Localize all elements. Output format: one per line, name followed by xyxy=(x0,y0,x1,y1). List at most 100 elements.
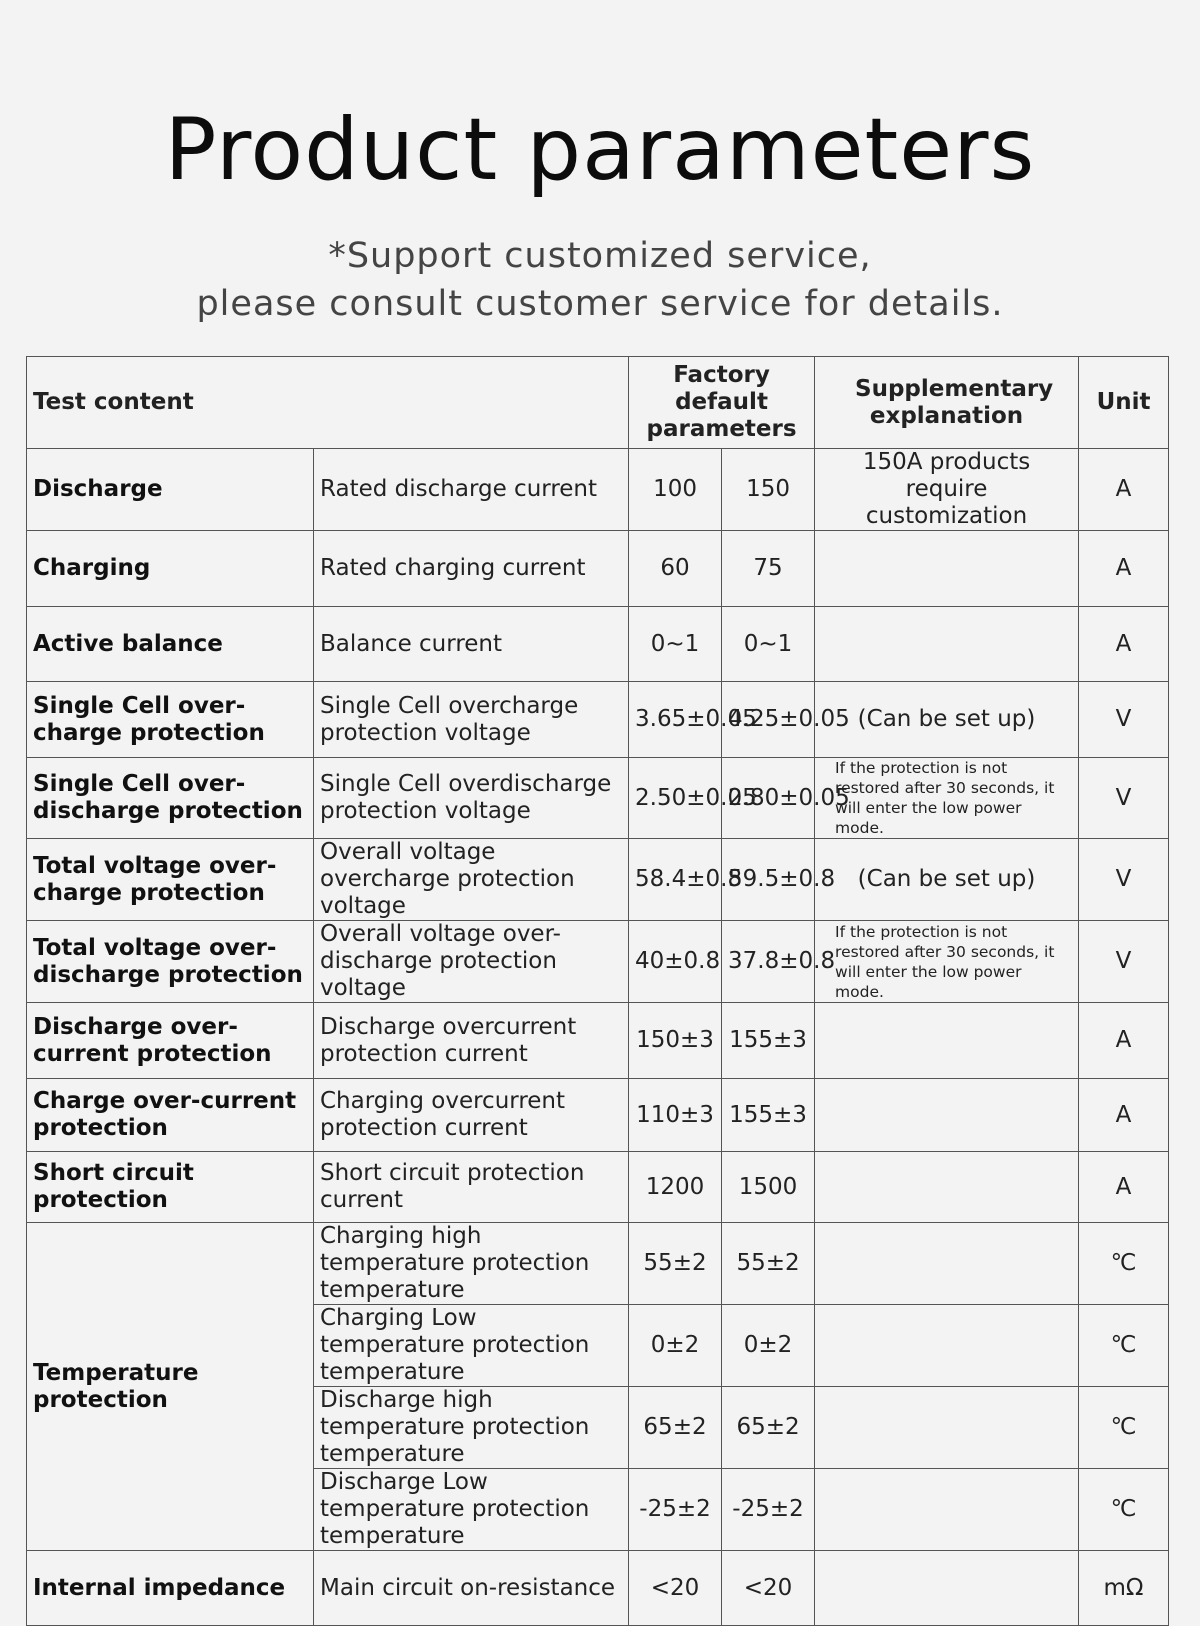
table-row: Single Cell over-discharge protection Sin… xyxy=(26,757,1170,839)
table-row: Single Cell over-charge protection Single… xyxy=(26,681,1170,758)
value-100a-cell: 60 xyxy=(628,530,723,607)
supplementary-cell: If the protection is not restored after … xyxy=(814,757,1080,839)
value-100a-cell: 58.4±0.8 xyxy=(628,838,742,921)
unit-cell: A xyxy=(1078,530,1170,607)
category-cell: Total voltage over-discharge protection xyxy=(26,920,314,1003)
unit-cell: ℃ xyxy=(1078,1386,1170,1469)
item-cell: Charging Low temperature protection temp… xyxy=(312,1304,630,1387)
supplementary-cell: 150A products require customization xyxy=(814,448,1080,531)
unit-cell: V xyxy=(1078,920,1170,1003)
unit-cell: ℃ xyxy=(1078,1222,1170,1305)
item-cell: Main circuit on-resistance xyxy=(312,1550,630,1626)
category-cell: Active balance xyxy=(26,606,314,682)
category-cell: Single Cell over-discharge protection xyxy=(26,757,314,839)
table-row: Discharge Rated discharge current 100 150 15… xyxy=(26,448,1170,531)
unit-cell: V xyxy=(1078,838,1170,921)
item-cell: Single Cell overcharge protection voltag… xyxy=(312,681,630,758)
category-cell: Temperature protection xyxy=(26,1222,314,1551)
value-150a-cell: 2.80±0.05 xyxy=(721,757,850,839)
unit-cell: A xyxy=(1078,606,1170,682)
table-row: Discharge Low temperature protection tem… xyxy=(27,1468,1170,1551)
value-100a-cell: 1200 xyxy=(628,1151,723,1223)
supplementary-cell xyxy=(814,1002,1080,1079)
supplementary-cell xyxy=(814,1304,1080,1387)
unit-cell: A xyxy=(1078,448,1170,531)
unit-cell: A xyxy=(1078,1078,1170,1152)
item-cell: Single Cell overdischarge protection vol… xyxy=(312,757,630,839)
value-150a-cell: 37.8±0.8 xyxy=(721,920,835,1003)
value-100a-cell: 0~1 xyxy=(628,606,723,682)
value-150a-cell: 150 xyxy=(721,448,816,531)
unit-cell: A xyxy=(1078,1002,1170,1079)
category-cell: Total voltage over-charge protection xyxy=(26,838,314,921)
parameters-table: Test content Factory default parameters … xyxy=(25,356,1170,1626)
table-row: Charging Rated charging current 60 75 A xyxy=(26,530,1170,607)
subtitle-line-2: please consult customer service for deta… xyxy=(196,284,1004,324)
table-header-row: Test content Factory default parameters … xyxy=(25,356,1170,449)
supplementary-cell: (Can be set up) xyxy=(814,681,1080,758)
header-supplementary: Supplementary explanation xyxy=(814,356,1080,449)
value-150a-cell: 155±3 xyxy=(721,1078,816,1152)
value-150a-cell: 0±2 xyxy=(721,1304,816,1387)
table-row: Charging Low temperature protection temp… xyxy=(27,1304,1170,1387)
unit-cell: ℃ xyxy=(1078,1304,1170,1387)
value-100a-cell: 150±3 xyxy=(628,1002,723,1079)
table-row: Total voltage over-discharge protection O… xyxy=(26,920,1170,1003)
table-row: Temperature protection Charging high temp… xyxy=(26,1222,1170,1551)
supplementary-cell xyxy=(814,1151,1080,1223)
item-cell: Balance current xyxy=(312,606,630,682)
category-cell: Discharge over-current protection xyxy=(26,1002,314,1079)
supplementary-cell xyxy=(814,606,1080,682)
table-row: Active balance Balance current 0~1 0~1 A xyxy=(26,606,1170,682)
value-100a-cell: 40±0.8 xyxy=(628,920,723,1003)
value-150a-cell: 59.5±0.8 xyxy=(721,838,835,921)
unit-cell: A xyxy=(1078,1151,1170,1223)
value-150a-cell: 65±2 xyxy=(721,1386,816,1469)
item-cell: Short circuit protection current xyxy=(312,1151,630,1223)
item-cell: Discharge high temperature protection te… xyxy=(312,1386,630,1469)
category-cell: Single Cell over-charge protection xyxy=(26,681,314,758)
value-100a-cell: 55±2 xyxy=(628,1222,723,1305)
category-cell: Internal impedance xyxy=(26,1550,314,1626)
value-100a-cell: 100 xyxy=(628,448,723,531)
header-unit: Unit xyxy=(1078,356,1170,449)
unit-cell: V xyxy=(1078,757,1170,839)
supplementary-cell xyxy=(814,1222,1080,1305)
item-cell: Discharge overcurrent protection current xyxy=(312,1002,630,1079)
value-100a-cell: 110±3 xyxy=(628,1078,723,1152)
subtitle-line-1: *Support customized service, xyxy=(328,236,872,276)
item-cell: Discharge Low temperature protection tem… xyxy=(312,1468,630,1551)
item-cell: Overall voltage overcharge protection vo… xyxy=(312,838,630,921)
supplementary-cell xyxy=(814,1078,1080,1152)
value-150a-cell: <20 xyxy=(721,1550,816,1626)
value-100a-cell: -25±2 xyxy=(628,1468,723,1551)
item-cell: Charging overcurrent protection current xyxy=(312,1078,630,1152)
value-150a-cell: 0~1 xyxy=(721,606,816,682)
supplementary-cell: If the protection is not restored after … xyxy=(814,920,1080,1003)
table-row: Total voltage over-charge protection Over… xyxy=(26,838,1170,921)
category-cell: Discharge xyxy=(26,448,314,531)
table-row: Charge over-current protection Charging o… xyxy=(26,1078,1170,1152)
value-150a-cell: 55±2 xyxy=(721,1222,816,1305)
value-100a-cell: 3.65±0.05 xyxy=(628,681,757,758)
value-100a-cell: 2.50±0.05 xyxy=(628,757,757,839)
table-row: Discharge over-current protection Dischar… xyxy=(26,1002,1170,1079)
table-row: Internal impedance Main circuit on-resist… xyxy=(26,1550,1170,1626)
page-title: Product parameters xyxy=(164,100,1036,200)
item-cell: Charging high temperature protection tem… xyxy=(312,1222,630,1305)
supplementary-cell xyxy=(814,1550,1080,1626)
value-100a-cell: <20 xyxy=(628,1550,723,1626)
value-150a-cell: 75 xyxy=(721,530,816,607)
header-test-content: Test content xyxy=(25,356,630,449)
supplementary-cell xyxy=(814,1468,1080,1551)
category-cell: Short circuit protection xyxy=(26,1151,314,1223)
header-factory-default: Factory default parameters xyxy=(628,356,816,449)
table-row: Short circuit protection Short circuit pr… xyxy=(26,1151,1170,1223)
supplementary-cell xyxy=(814,1386,1080,1469)
unit-cell: mΩ xyxy=(1078,1550,1170,1626)
category-cell: Charging xyxy=(26,530,314,607)
unit-cell: ℃ xyxy=(1078,1468,1170,1551)
value-100a-cell: 0±2 xyxy=(628,1304,723,1387)
item-cell: Rated discharge current xyxy=(312,448,630,531)
supplementary-cell: (Can be set up) xyxy=(814,838,1080,921)
